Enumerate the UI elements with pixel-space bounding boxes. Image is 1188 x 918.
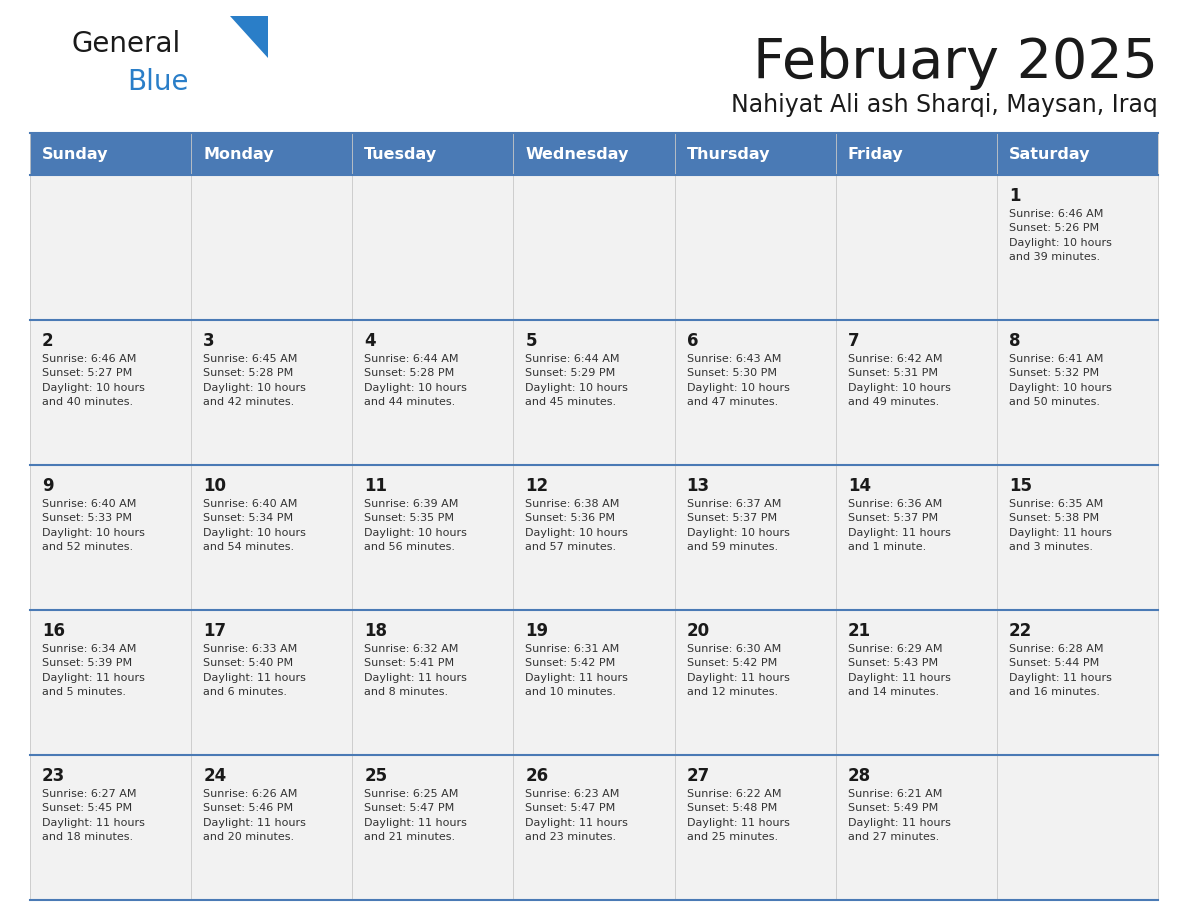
Text: Tuesday: Tuesday (365, 147, 437, 162)
Text: Sunrise: 6:26 AM
Sunset: 5:46 PM
Daylight: 11 hours
and 20 minutes.: Sunrise: 6:26 AM Sunset: 5:46 PM Dayligh… (203, 789, 307, 842)
Text: 10: 10 (203, 477, 226, 495)
Text: 20: 20 (687, 622, 709, 640)
Text: Blue: Blue (127, 68, 189, 96)
Text: Sunrise: 6:27 AM
Sunset: 5:45 PM
Daylight: 11 hours
and 18 minutes.: Sunrise: 6:27 AM Sunset: 5:45 PM Dayligh… (42, 789, 145, 842)
Text: Sunrise: 6:22 AM
Sunset: 5:48 PM
Daylight: 11 hours
and 25 minutes.: Sunrise: 6:22 AM Sunset: 5:48 PM Dayligh… (687, 789, 790, 842)
Bar (30, 610, 1158, 755)
Text: 11: 11 (365, 477, 387, 495)
Text: Saturday: Saturday (1009, 147, 1091, 162)
Text: 4: 4 (365, 332, 375, 350)
Bar (30, 465, 1158, 610)
Text: 8: 8 (1009, 332, 1020, 350)
Text: Sunrise: 6:35 AM
Sunset: 5:38 PM
Daylight: 11 hours
and 3 minutes.: Sunrise: 6:35 AM Sunset: 5:38 PM Dayligh… (1009, 499, 1112, 553)
Text: Sunrise: 6:46 AM
Sunset: 5:27 PM
Daylight: 10 hours
and 40 minutes.: Sunrise: 6:46 AM Sunset: 5:27 PM Dayligh… (42, 354, 145, 408)
Text: Sunrise: 6:46 AM
Sunset: 5:26 PM
Daylight: 10 hours
and 39 minutes.: Sunrise: 6:46 AM Sunset: 5:26 PM Dayligh… (1009, 209, 1112, 263)
Text: 25: 25 (365, 767, 387, 785)
Polygon shape (230, 16, 268, 58)
Text: 16: 16 (42, 622, 65, 640)
Text: Wednesday: Wednesday (525, 147, 628, 162)
Text: Friday: Friday (848, 147, 903, 162)
Bar (835, 133, 997, 175)
Text: Thursday: Thursday (687, 147, 770, 162)
Text: 1: 1 (1009, 187, 1020, 205)
Text: Sunrise: 6:42 AM
Sunset: 5:31 PM
Daylight: 10 hours
and 49 minutes.: Sunrise: 6:42 AM Sunset: 5:31 PM Dayligh… (848, 354, 950, 408)
Text: Sunrise: 6:25 AM
Sunset: 5:47 PM
Daylight: 11 hours
and 21 minutes.: Sunrise: 6:25 AM Sunset: 5:47 PM Dayligh… (365, 789, 467, 842)
Text: 15: 15 (1009, 477, 1032, 495)
Bar (191, 133, 353, 175)
Text: Sunrise: 6:44 AM
Sunset: 5:28 PM
Daylight: 10 hours
and 44 minutes.: Sunrise: 6:44 AM Sunset: 5:28 PM Dayligh… (365, 354, 467, 408)
Text: Sunrise: 6:32 AM
Sunset: 5:41 PM
Daylight: 11 hours
and 8 minutes.: Sunrise: 6:32 AM Sunset: 5:41 PM Dayligh… (365, 644, 467, 697)
Bar (30, 175, 1158, 320)
Text: 14: 14 (848, 477, 871, 495)
Text: Sunrise: 6:44 AM
Sunset: 5:29 PM
Daylight: 10 hours
and 45 minutes.: Sunrise: 6:44 AM Sunset: 5:29 PM Dayligh… (525, 354, 628, 408)
Text: Sunrise: 6:23 AM
Sunset: 5:47 PM
Daylight: 11 hours
and 23 minutes.: Sunrise: 6:23 AM Sunset: 5:47 PM Dayligh… (525, 789, 628, 842)
Text: Sunrise: 6:40 AM
Sunset: 5:34 PM
Daylight: 10 hours
and 54 minutes.: Sunrise: 6:40 AM Sunset: 5:34 PM Dayligh… (203, 499, 307, 553)
Bar (675, 133, 835, 175)
Bar (30, 755, 1158, 900)
Text: General: General (72, 30, 182, 58)
Text: 17: 17 (203, 622, 226, 640)
Text: 13: 13 (687, 477, 709, 495)
Text: Sunrise: 6:30 AM
Sunset: 5:42 PM
Daylight: 11 hours
and 12 minutes.: Sunrise: 6:30 AM Sunset: 5:42 PM Dayligh… (687, 644, 790, 697)
Text: Monday: Monday (203, 147, 273, 162)
Text: 19: 19 (525, 622, 549, 640)
Text: 24: 24 (203, 767, 227, 785)
Text: Sunrise: 6:38 AM
Sunset: 5:36 PM
Daylight: 10 hours
and 57 minutes.: Sunrise: 6:38 AM Sunset: 5:36 PM Dayligh… (525, 499, 628, 553)
Text: 3: 3 (203, 332, 215, 350)
Text: 23: 23 (42, 767, 65, 785)
Text: 12: 12 (525, 477, 549, 495)
Text: 22: 22 (1009, 622, 1032, 640)
Text: Sunrise: 6:41 AM
Sunset: 5:32 PM
Daylight: 10 hours
and 50 minutes.: Sunrise: 6:41 AM Sunset: 5:32 PM Dayligh… (1009, 354, 1112, 408)
Text: Nahiyat Ali ash Sharqi, Maysan, Iraq: Nahiyat Ali ash Sharqi, Maysan, Iraq (732, 93, 1158, 117)
Text: 9: 9 (42, 477, 53, 495)
Text: Sunrise: 6:31 AM
Sunset: 5:42 PM
Daylight: 11 hours
and 10 minutes.: Sunrise: 6:31 AM Sunset: 5:42 PM Dayligh… (525, 644, 628, 697)
Text: February 2025: February 2025 (753, 36, 1158, 90)
Text: 21: 21 (848, 622, 871, 640)
Text: Sunrise: 6:29 AM
Sunset: 5:43 PM
Daylight: 11 hours
and 14 minutes.: Sunrise: 6:29 AM Sunset: 5:43 PM Dayligh… (848, 644, 950, 697)
Text: Sunrise: 6:39 AM
Sunset: 5:35 PM
Daylight: 10 hours
and 56 minutes.: Sunrise: 6:39 AM Sunset: 5:35 PM Dayligh… (365, 499, 467, 553)
Text: 26: 26 (525, 767, 549, 785)
Text: Sunrise: 6:21 AM
Sunset: 5:49 PM
Daylight: 11 hours
and 27 minutes.: Sunrise: 6:21 AM Sunset: 5:49 PM Dayligh… (848, 789, 950, 842)
Text: 27: 27 (687, 767, 709, 785)
Text: 5: 5 (525, 332, 537, 350)
Text: Sunrise: 6:37 AM
Sunset: 5:37 PM
Daylight: 10 hours
and 59 minutes.: Sunrise: 6:37 AM Sunset: 5:37 PM Dayligh… (687, 499, 790, 553)
Text: Sunrise: 6:45 AM
Sunset: 5:28 PM
Daylight: 10 hours
and 42 minutes.: Sunrise: 6:45 AM Sunset: 5:28 PM Dayligh… (203, 354, 307, 408)
Text: 28: 28 (848, 767, 871, 785)
Text: 6: 6 (687, 332, 699, 350)
Text: Sunday: Sunday (42, 147, 108, 162)
Text: Sunrise: 6:28 AM
Sunset: 5:44 PM
Daylight: 11 hours
and 16 minutes.: Sunrise: 6:28 AM Sunset: 5:44 PM Dayligh… (1009, 644, 1112, 697)
Text: Sunrise: 6:33 AM
Sunset: 5:40 PM
Daylight: 11 hours
and 6 minutes.: Sunrise: 6:33 AM Sunset: 5:40 PM Dayligh… (203, 644, 307, 697)
Text: 2: 2 (42, 332, 53, 350)
Bar (353, 133, 513, 175)
Text: Sunrise: 6:34 AM
Sunset: 5:39 PM
Daylight: 11 hours
and 5 minutes.: Sunrise: 6:34 AM Sunset: 5:39 PM Dayligh… (42, 644, 145, 697)
Text: 7: 7 (848, 332, 859, 350)
Text: Sunrise: 6:40 AM
Sunset: 5:33 PM
Daylight: 10 hours
and 52 minutes.: Sunrise: 6:40 AM Sunset: 5:33 PM Dayligh… (42, 499, 145, 553)
Bar (997, 133, 1158, 175)
Text: 18: 18 (365, 622, 387, 640)
Text: Sunrise: 6:43 AM
Sunset: 5:30 PM
Daylight: 10 hours
and 47 minutes.: Sunrise: 6:43 AM Sunset: 5:30 PM Dayligh… (687, 354, 790, 408)
Bar (30, 320, 1158, 465)
Bar (513, 133, 675, 175)
Bar (30, 133, 191, 175)
Text: Sunrise: 6:36 AM
Sunset: 5:37 PM
Daylight: 11 hours
and 1 minute.: Sunrise: 6:36 AM Sunset: 5:37 PM Dayligh… (848, 499, 950, 553)
